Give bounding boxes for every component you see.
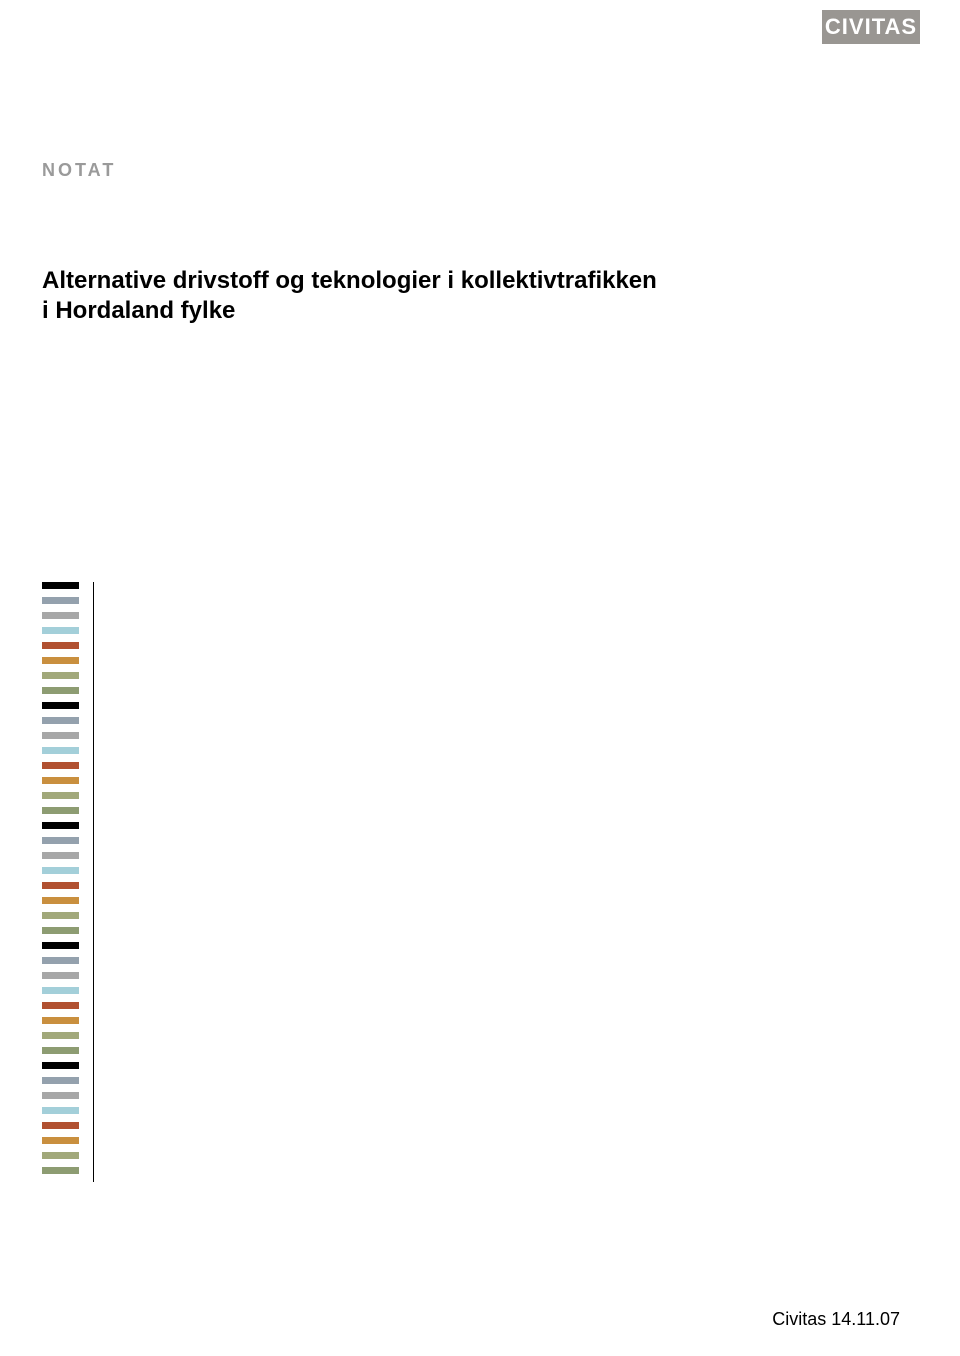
decorative-stripe xyxy=(42,597,79,604)
document-title: Alternative drivstoff og teknologier i k… xyxy=(42,266,657,326)
decorative-stripe xyxy=(42,1137,79,1144)
decorative-stripe xyxy=(42,852,79,859)
document-title-line2: i Hordaland fylke xyxy=(42,296,657,326)
decorative-stripe xyxy=(42,912,79,919)
decorative-stripe xyxy=(42,1032,79,1039)
document-title-line1: Alternative drivstoff og teknologier i k… xyxy=(42,266,657,296)
decorative-stripe xyxy=(42,792,79,799)
decorative-stripe xyxy=(42,642,79,649)
civitas-logo-text: CIVITAS xyxy=(825,14,917,40)
decorative-stripe xyxy=(42,942,79,949)
decorative-stripe-block xyxy=(42,582,94,1182)
decorative-stripe xyxy=(42,1152,79,1159)
decorative-stripe xyxy=(42,807,79,814)
decorative-stripe xyxy=(42,1017,79,1024)
footer-attribution: Civitas 14.11.07 xyxy=(772,1309,900,1330)
decorative-stripe xyxy=(42,702,79,709)
decorative-stripe xyxy=(42,972,79,979)
decorative-stripe xyxy=(42,777,79,784)
decorative-stripe xyxy=(42,1047,79,1054)
decorative-stripe xyxy=(42,1107,79,1114)
civitas-logo: CIVITAS xyxy=(822,10,920,44)
decorative-stripe xyxy=(42,612,79,619)
decorative-stripe xyxy=(42,882,79,889)
decorative-stripe xyxy=(42,687,79,694)
decorative-stripe xyxy=(42,1062,79,1069)
decorative-stripe xyxy=(42,747,79,754)
decorative-stripe xyxy=(42,957,79,964)
decorative-stripe xyxy=(42,627,79,634)
document-type-label: NOTAT xyxy=(42,160,116,181)
decorative-stripe xyxy=(42,837,79,844)
decorative-stripe xyxy=(42,1092,79,1099)
decorative-stripe xyxy=(42,672,79,679)
decorative-stripe xyxy=(42,717,79,724)
decorative-stripe xyxy=(42,1002,79,1009)
decorative-stripe xyxy=(42,762,79,769)
decorative-stripe xyxy=(42,1122,79,1129)
decorative-stripe xyxy=(42,582,79,589)
decorative-stripe xyxy=(42,1077,79,1084)
decorative-stripe xyxy=(42,822,79,829)
decorative-stripe xyxy=(42,897,79,904)
decorative-stripe xyxy=(42,987,79,994)
decorative-stripe xyxy=(42,657,79,664)
decorative-stripe xyxy=(42,1167,79,1174)
decorative-stripe xyxy=(42,732,79,739)
decorative-stripe xyxy=(42,927,79,934)
decorative-stripe xyxy=(42,867,79,874)
